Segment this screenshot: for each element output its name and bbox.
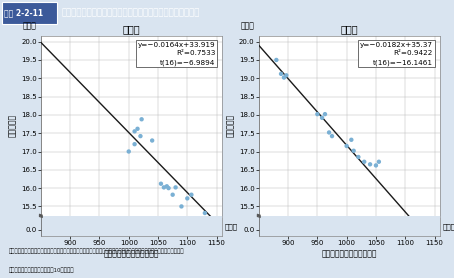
Title: 男　性: 男 性 [123,24,140,34]
Point [326,130,333,135]
Point [163,184,170,188]
Text: （円）: （円） [442,224,454,230]
Point [131,129,138,134]
FancyBboxPatch shape [2,2,57,24]
Text: 男女別　パートタイム労働者の時給と実労働日数の相関関係: 男女別 パートタイム労働者の時給と実労働日数の相関関係 [61,9,200,18]
Point [372,163,380,168]
X-axis label: １時間当たり所定内給与額: １時間当たり所定内給与額 [322,249,377,258]
Point [158,182,165,186]
Point [348,138,355,142]
Point [314,112,321,116]
Point [165,186,172,190]
X-axis label: １時間当たり所定内給与額: １時間当たり所定内給与額 [104,249,159,258]
Text: y=−0.0164x+33.919
R²=0.7533
t(16)=−6.9894: y=−0.0164x+33.919 R²=0.7533 t(16)=−6.989… [138,41,215,66]
Point [188,192,195,197]
Text: 図表 2-2-11: 図表 2-2-11 [4,9,43,18]
Y-axis label: 実労働日数: 実労働日数 [8,114,17,137]
Title: 女　性: 女 性 [341,24,358,34]
Point [169,192,176,197]
Point [138,117,145,121]
Text: 資料：厚生労働省政策統括官付賃金福祉統計室「賃金構造基本統計調査」より厚生労働省政策統括官付政策評価官室作成: 資料：厚生労働省政策統括官付賃金福祉統計室「賃金構造基本統計調査」より厚生労働省… [9,248,185,254]
Point [273,58,280,62]
Point [366,162,374,167]
Point [160,185,168,190]
Point [131,142,138,147]
Point [148,138,156,143]
Point [318,116,326,120]
Point [360,160,368,164]
Point [125,149,133,154]
Text: （日）: （日） [241,22,255,31]
Point [178,204,185,209]
Point [343,144,350,148]
Point [134,126,141,131]
Point [201,211,208,215]
Text: （円）: （円） [224,224,237,230]
Point [184,196,191,201]
Text: （日）: （日） [23,22,37,31]
Point [375,160,383,164]
Text: y=−0.0182x+35.37
R²=0.9422
t(16)=−16.1461: y=−0.0182x+35.37 R²=0.9422 t(16)=−16.146… [360,41,433,66]
Point [328,134,336,138]
Point [277,72,285,76]
Y-axis label: 実労働日数: 実労働日数 [226,114,235,137]
Point [321,112,329,116]
Point [137,134,144,138]
Point [283,73,290,78]
Point [355,155,362,159]
Text: （注）　調査産業計、企業規模10人以上。: （注） 調査産業計、企業規模10人以上。 [9,268,74,274]
Point [172,185,179,190]
Point [280,75,287,80]
Point [350,148,357,153]
